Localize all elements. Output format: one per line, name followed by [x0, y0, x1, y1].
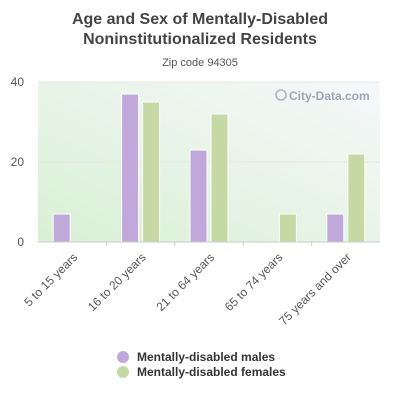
bar-males	[52, 213, 71, 243]
chart-subtitle: Zip code 94305	[162, 57, 238, 69]
bar-females	[142, 101, 161, 243]
watermark-text: City-Data.com	[289, 89, 370, 103]
bar-females	[210, 113, 229, 243]
x-axis: 5 to 15 years 16 to 20 years 21 to 64 year…	[21, 250, 354, 328]
legend: Mentally-disabled males Mentally-disable…	[117, 350, 286, 379]
y-tick-label: 0	[17, 235, 24, 249]
legend-swatch-males	[117, 351, 129, 363]
x-tick-label: 16 to 20 years	[85, 250, 149, 314]
y-axis: 0 20 40	[11, 75, 25, 249]
watermark: City-Data.com	[275, 89, 370, 103]
grid-lines	[38, 81, 380, 246]
legend-swatch-females	[117, 366, 129, 378]
chart-title-line-1: Age and Sex of Mentally-Disabled	[72, 11, 328, 28]
bar-males	[121, 93, 140, 243]
watermark-magnifier-icon	[275, 89, 287, 101]
y-tick-label: 20	[11, 155, 25, 169]
bar-females	[278, 213, 297, 243]
bar-females	[347, 153, 366, 243]
legend-label-males: Mentally-disabled males	[137, 350, 275, 364]
chart-title-line-2: Noninstitutionalized Residents	[83, 31, 317, 48]
x-tick-label: 21 to 64 years	[153, 250, 217, 314]
legend-label-females: Mentally-disabled females	[137, 365, 286, 379]
x-tick-label: 65 to 74 years	[222, 250, 286, 314]
x-tick-label: 75 years and over	[276, 250, 354, 328]
bars	[52, 93, 366, 243]
bar-males	[326, 213, 345, 243]
x-tick-label: 5 to 15 years	[21, 250, 80, 309]
y-tick-label: 40	[11, 75, 25, 89]
bar-males	[189, 149, 208, 243]
